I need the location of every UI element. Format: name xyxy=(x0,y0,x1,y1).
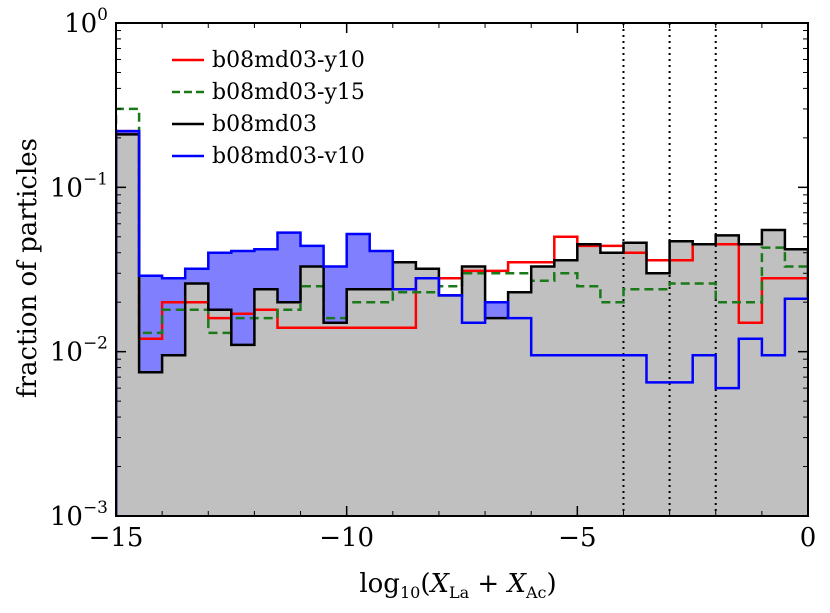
x-tick-label: −10 xyxy=(319,523,374,553)
x-tick-label: 0 xyxy=(800,523,817,553)
x-tick-label: −5 xyxy=(558,523,596,553)
y-tick-label: 10−3 xyxy=(50,498,108,532)
legend-label-b08md03-v10: b08md03-v10 xyxy=(212,144,365,169)
x-axis-label: log10(XLa + XAc) xyxy=(359,569,556,602)
y-tick-label: 100 xyxy=(64,5,108,39)
x-tick-label: −15 xyxy=(89,523,144,553)
axes-frame xyxy=(115,22,809,517)
plot-series-group xyxy=(116,23,808,516)
series-line-b08md03-y15 xyxy=(116,107,808,516)
series-line-b08md03 xyxy=(116,133,808,516)
series-line-b08md03-v10 xyxy=(116,129,808,516)
legend-label-b08md03-y15: b08md03-y15 xyxy=(212,80,365,105)
legend-label-b08md03: b08md03 xyxy=(212,112,317,137)
legend: b08md03-y10 b08md03-y15 b08md03 b08md03-v10 xyxy=(172,48,365,169)
x-axis-label-group: log10(XLa + XAc) xyxy=(359,569,556,602)
axes: −15 −10 −5 0 10−3 10−2 10−1 100 xyxy=(50,5,816,553)
series-fill-b08md03 xyxy=(116,134,808,516)
y-axis-label: fraction of particles xyxy=(13,138,43,398)
plot-area xyxy=(116,23,808,516)
legend-label-b08md03-y10: b08md03-y10 xyxy=(212,48,365,73)
y-tick-label: 10−2 xyxy=(50,334,108,368)
y-tick-label: 10−1 xyxy=(50,169,108,203)
